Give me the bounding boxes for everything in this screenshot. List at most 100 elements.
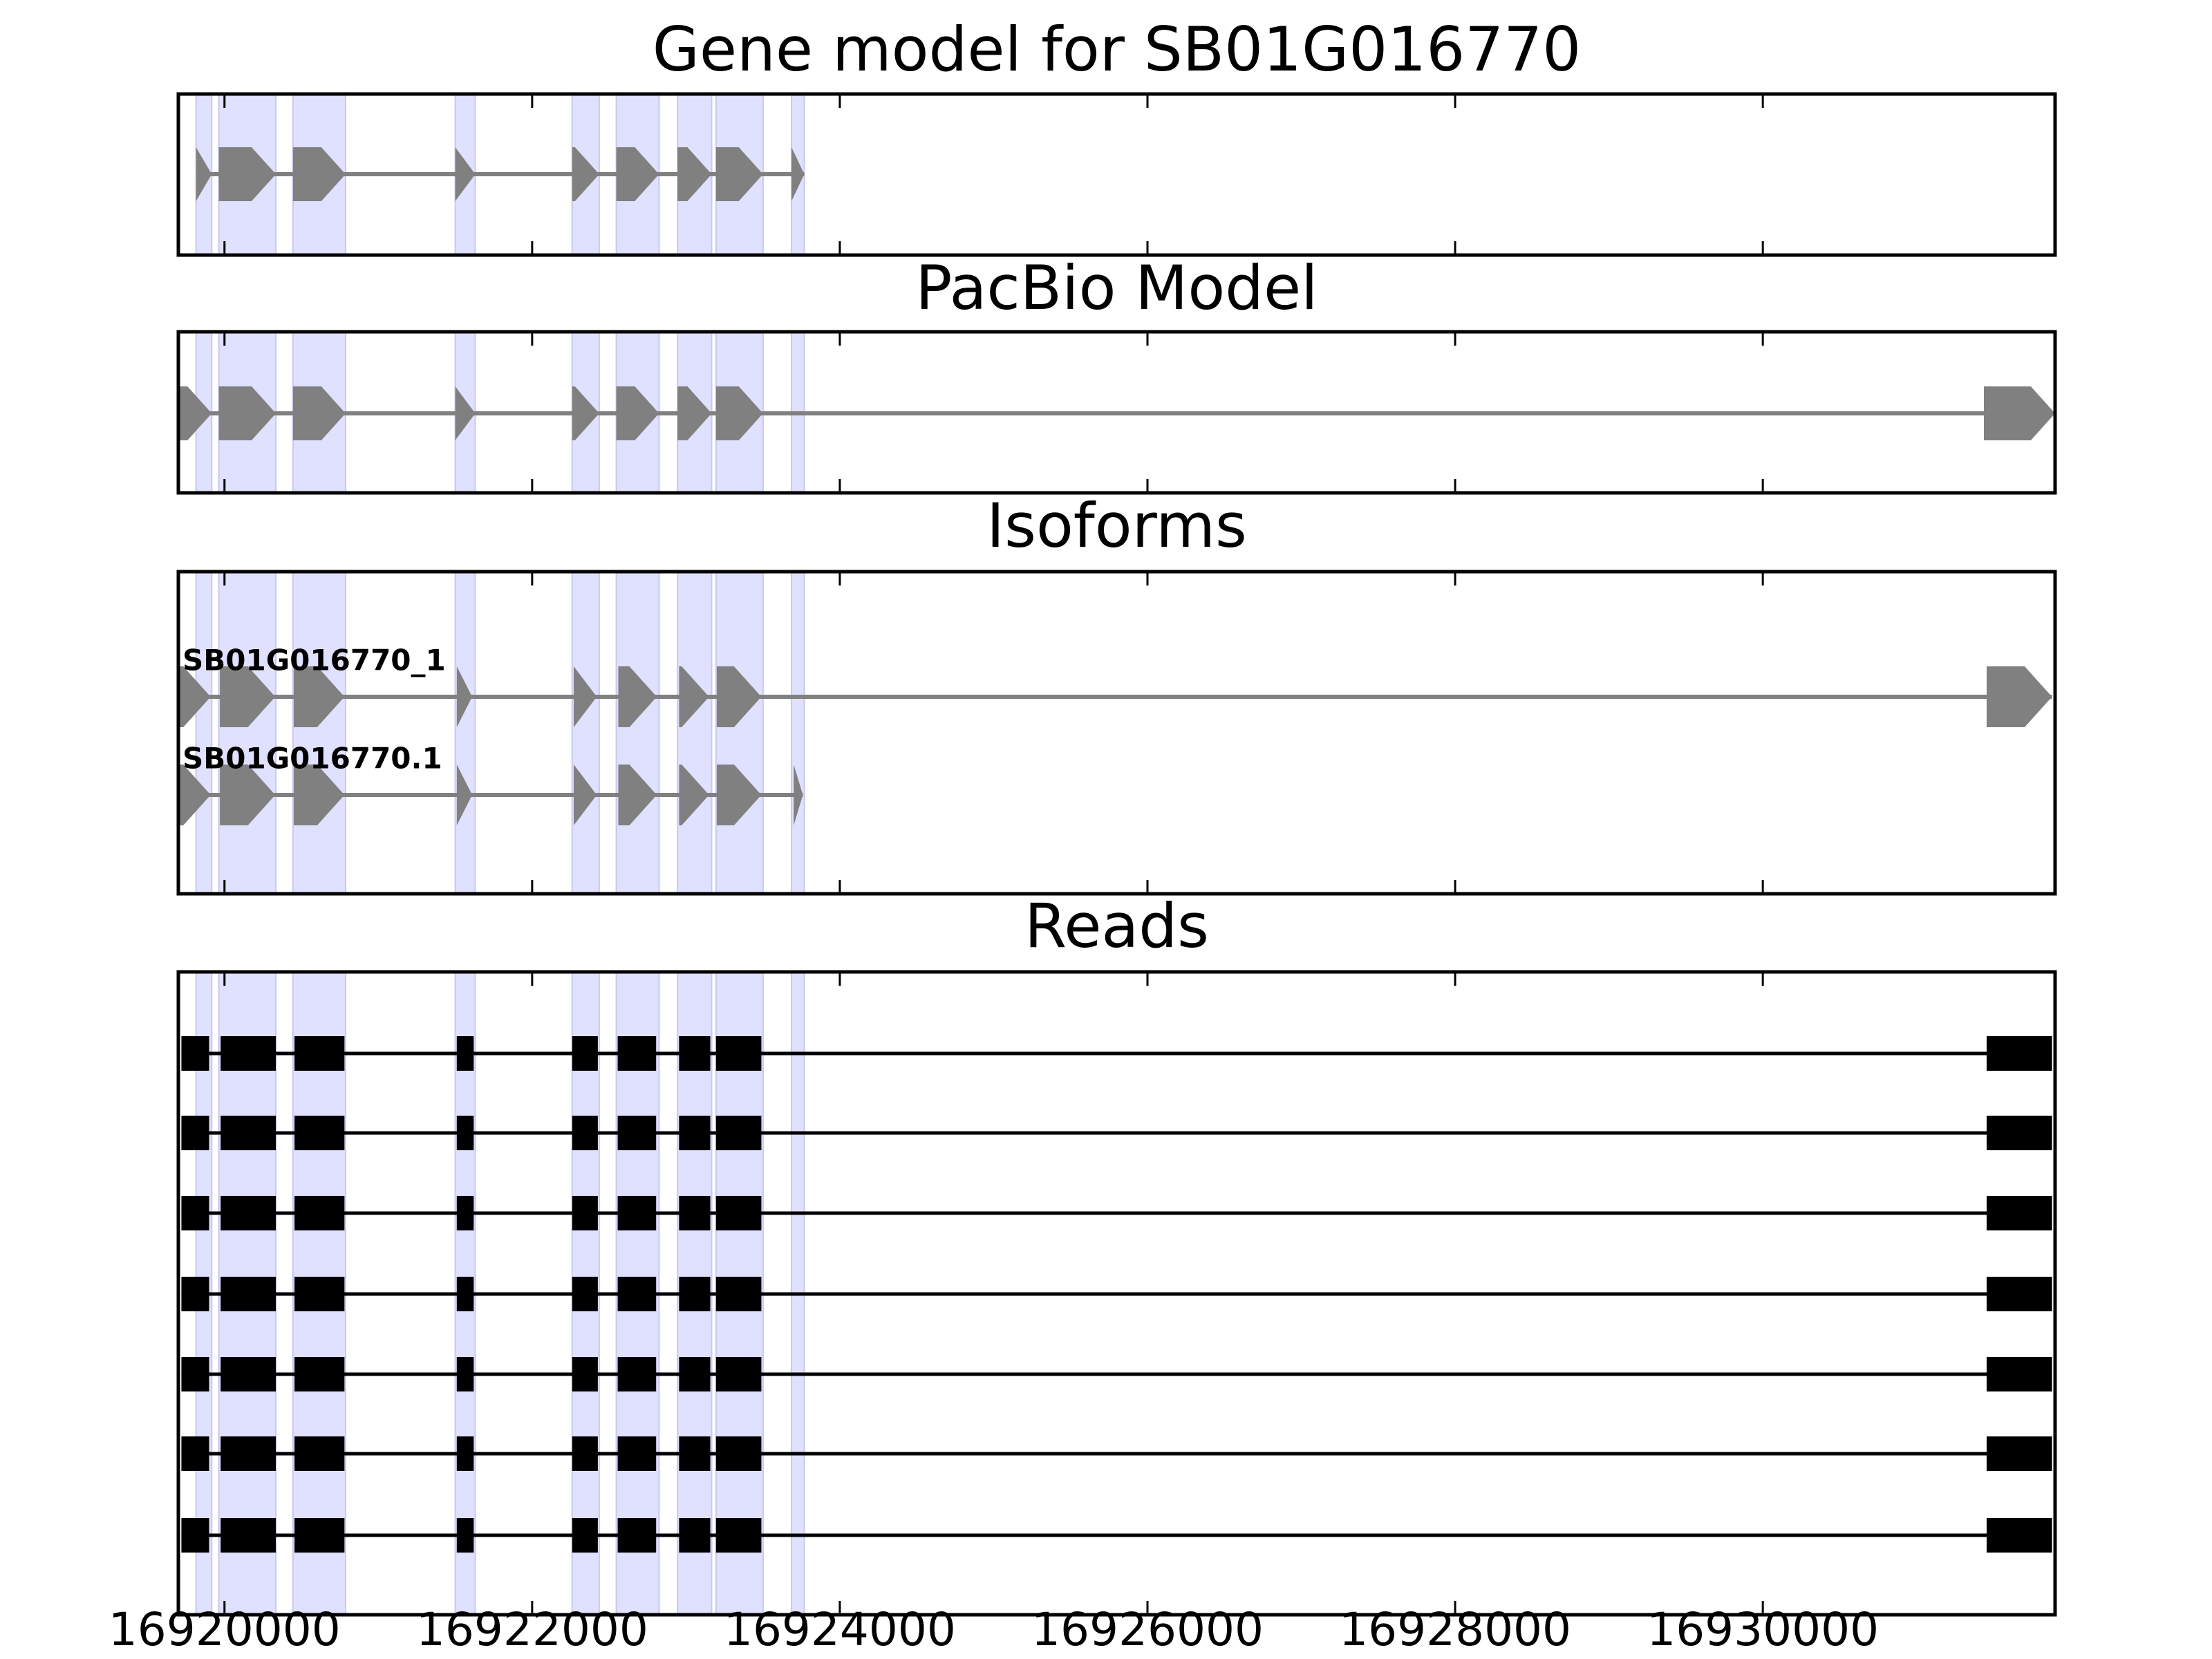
read-block xyxy=(221,1277,276,1311)
read-block xyxy=(679,1036,711,1071)
read-block xyxy=(572,1277,598,1311)
read-block xyxy=(572,1357,598,1391)
read-block xyxy=(221,1116,276,1150)
exon xyxy=(455,147,476,201)
read-block xyxy=(456,1277,474,1311)
exon-shade xyxy=(615,571,660,894)
exon xyxy=(677,386,712,440)
read-block xyxy=(617,1518,657,1553)
exon xyxy=(293,666,345,727)
read-block xyxy=(181,1116,209,1150)
read-block xyxy=(679,1357,711,1391)
read-block xyxy=(221,1518,276,1553)
read-block xyxy=(181,1436,209,1471)
exon xyxy=(573,765,597,825)
read-block xyxy=(715,1518,762,1553)
exon xyxy=(715,386,763,440)
read-block xyxy=(617,1196,657,1230)
read-block xyxy=(181,1357,209,1391)
exon xyxy=(1986,666,2052,727)
exon-shade xyxy=(195,571,213,894)
read-block xyxy=(715,1357,762,1391)
exon xyxy=(456,666,473,727)
exon xyxy=(677,147,712,201)
read-block xyxy=(715,1036,762,1071)
exon xyxy=(573,666,597,727)
read-block xyxy=(221,1036,276,1071)
panel-frame xyxy=(176,92,2057,257)
exon xyxy=(218,386,276,440)
read-block xyxy=(294,1036,345,1071)
exon xyxy=(716,765,762,825)
read-block xyxy=(572,1036,598,1071)
read-block xyxy=(715,1196,762,1230)
read-block xyxy=(456,1357,474,1391)
panel-title: Reads xyxy=(1024,890,1209,962)
read-block xyxy=(294,1518,345,1553)
exon xyxy=(572,147,599,201)
read-block xyxy=(1986,1518,2052,1553)
exon-shade xyxy=(454,571,476,894)
exon-shade xyxy=(571,571,600,894)
panel-frame xyxy=(176,330,2057,495)
exon xyxy=(178,666,211,727)
read-block xyxy=(1986,1036,2052,1071)
panel-frame xyxy=(176,570,2057,896)
read-block xyxy=(294,1357,345,1391)
read-block xyxy=(181,1277,209,1311)
read-block xyxy=(572,1518,598,1553)
panel-title: Gene model for SB01G016770 xyxy=(653,14,1582,85)
read-block xyxy=(572,1196,598,1230)
exon xyxy=(679,765,709,825)
panel xyxy=(176,330,2057,495)
read-block xyxy=(679,1196,711,1230)
exon xyxy=(196,147,212,201)
exon xyxy=(572,386,599,440)
read-block xyxy=(456,1436,474,1471)
exon xyxy=(1983,386,2055,440)
read-block xyxy=(715,1436,762,1471)
exon xyxy=(220,765,276,825)
isoform-label: SB01G016770_1 xyxy=(182,644,446,677)
read-block xyxy=(679,1518,711,1553)
exon xyxy=(293,765,345,825)
exon xyxy=(455,386,476,440)
exon xyxy=(618,666,657,727)
read-block xyxy=(572,1436,598,1471)
exon-shade xyxy=(791,571,805,894)
panel-frame xyxy=(176,970,2057,1617)
read-block xyxy=(572,1116,598,1150)
read-block xyxy=(294,1196,345,1230)
read-block xyxy=(715,1116,762,1150)
read-block xyxy=(294,1277,345,1311)
read-block xyxy=(221,1196,276,1230)
exon xyxy=(456,765,473,825)
read-block xyxy=(221,1357,276,1391)
read-block xyxy=(294,1436,345,1471)
read-block xyxy=(679,1436,711,1471)
read-block xyxy=(617,1436,657,1471)
isoform-label: SB01G016770.1 xyxy=(182,742,442,776)
panel: 16920000 16922000 16924000 16926000 16928000… xyxy=(109,970,2057,1656)
read-block xyxy=(1986,1196,2052,1230)
x-tick-label: 16928000 xyxy=(1339,1603,1571,1656)
exon xyxy=(218,147,276,201)
exon xyxy=(178,765,211,825)
panel: SB01G016770_1 SB01G016770.1 xyxy=(176,570,2057,896)
read-block xyxy=(679,1116,711,1150)
exon xyxy=(715,147,763,201)
read-block xyxy=(1986,1116,2052,1150)
exon-shade xyxy=(677,571,713,894)
read-block xyxy=(617,1036,657,1071)
read-block xyxy=(181,1518,209,1553)
exon xyxy=(616,147,659,201)
panel-title: PacBio Model xyxy=(915,252,1318,324)
read-block xyxy=(1986,1277,2052,1311)
read-block xyxy=(456,1116,474,1150)
read-block xyxy=(679,1277,711,1311)
exon xyxy=(616,386,659,440)
exon xyxy=(794,765,803,825)
read-block xyxy=(617,1116,657,1150)
read-block xyxy=(456,1036,474,1071)
